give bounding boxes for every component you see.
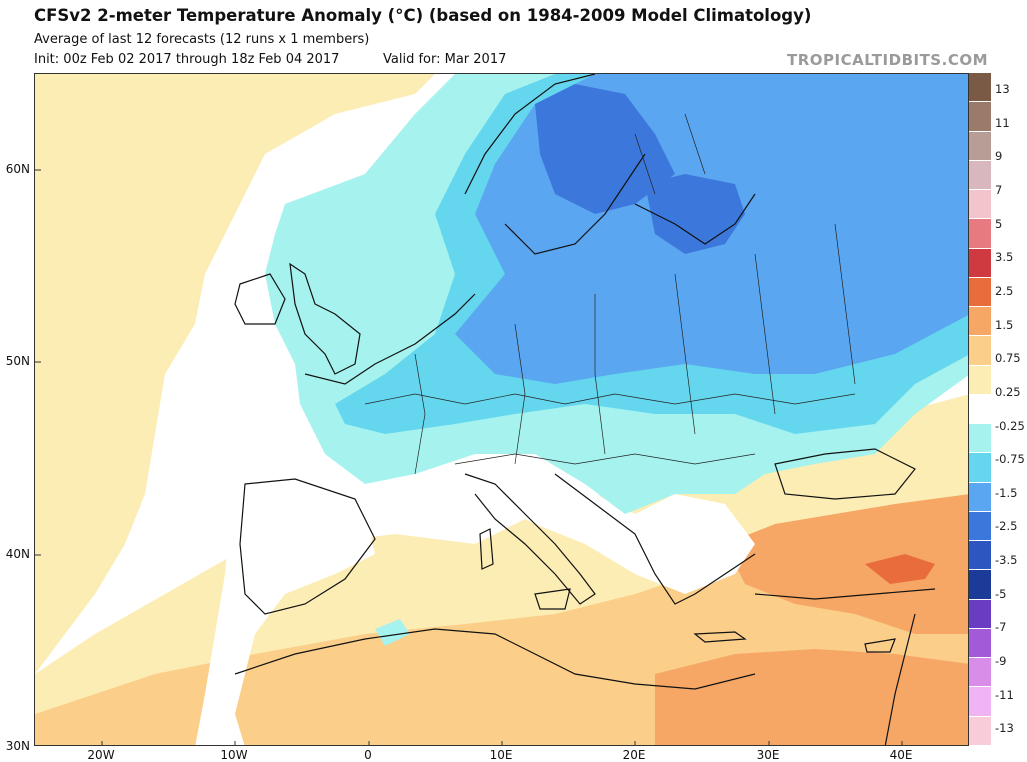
- colorbar-swatch: [969, 570, 991, 600]
- colorbar-swatch: [969, 190, 991, 220]
- coast-ireland: [234, 273, 286, 325]
- map-title: CFSv2 2-meter Temperature Anomaly (°C) (…: [34, 6, 812, 25]
- lon-label-40e: 40E: [889, 748, 913, 762]
- colorbar-label: -0.25: [995, 418, 1025, 433]
- coast-turkey-south: [754, 588, 936, 600]
- warm-zone-turkey: [725, 494, 968, 634]
- colorbar-swatch: [969, 482, 991, 512]
- colorbar: [969, 73, 991, 746]
- colorbar-label: 5: [995, 216, 1003, 231]
- warm-zone-hotspot: [865, 554, 935, 584]
- colorbar-label: 0.25: [995, 384, 1021, 399]
- colorbar-label: 13: [995, 82, 1010, 96]
- lat-label-60n: 60N: [5, 162, 30, 176]
- coast-crete: [693, 631, 747, 643]
- coast-north-africa: [234, 628, 756, 690]
- colorbar-swatch: [969, 365, 991, 395]
- coast-iberia: [239, 478, 376, 615]
- brand-watermark: TROPICALTIDBITS.COM: [787, 51, 988, 69]
- colorbar-label: -3.5: [995, 553, 1018, 568]
- anomaly-map: [34, 73, 969, 746]
- colorbar-swatch: [969, 541, 991, 571]
- coast-scandinavia: [464, 74, 646, 255]
- lon-label-30e: 30E: [756, 748, 780, 762]
- neutral-zone-italy: [435, 444, 755, 594]
- colorbar-swatch: [969, 336, 991, 366]
- lat-label-50n: 50N: [5, 354, 30, 368]
- lat-label-40n: 40N: [5, 547, 30, 561]
- lat-label-30n: 30N: [5, 739, 30, 753]
- warm-zone-top-right: [205, 74, 335, 109]
- coast-france-netherlands: [304, 293, 476, 385]
- colorbar-label: 11: [995, 115, 1010, 130]
- colorbar-swatch: [969, 716, 991, 746]
- colorbar-swatch: [969, 219, 991, 249]
- colorbar-label: 7: [995, 182, 1003, 197]
- coast-balkans: [554, 473, 756, 605]
- cool-zone-algeria: [375, 619, 410, 646]
- country-borders: [364, 113, 856, 475]
- colorbar-label: -9: [995, 654, 1007, 669]
- colorbar-label: 3.5: [995, 250, 1014, 265]
- colorbar-label: -0.75: [995, 452, 1025, 467]
- colorbar-swatch: [969, 628, 991, 659]
- cool-zone-deep-scandinavia: [535, 84, 675, 214]
- coast-cyprus: [864, 638, 896, 653]
- colorbar-label: -5: [995, 586, 1007, 601]
- colorbar-label: -13: [995, 721, 1014, 736]
- colorbar-swatch: [969, 73, 991, 103]
- map-subtitle: Average of last 12 forecasts (12 runs x …: [34, 32, 370, 47]
- coast-britain: [289, 262, 361, 375]
- colorbar-label: -7: [995, 620, 1007, 635]
- lon-label-20e: 20E: [622, 748, 646, 762]
- colorbar-label: 0.75: [995, 351, 1021, 366]
- colorbar-swatch: [969, 424, 991, 454]
- colorbar-swatch: [969, 307, 991, 337]
- colorbar-swatch: [969, 248, 991, 278]
- colorbar-swatch: [969, 131, 991, 161]
- coast-baltic-east: [634, 193, 756, 245]
- coast-sardinia: [479, 528, 494, 570]
- colorbar-label: 9: [995, 149, 1003, 164]
- coast-sicily: [534, 588, 571, 610]
- colorbar-swatch: [969, 102, 991, 132]
- coast-black-sea: [774, 448, 916, 500]
- graticule-ticks: [35, 169, 903, 745]
- colorbar-swatch: [969, 277, 991, 308]
- colorbar-label: 1.5: [995, 317, 1014, 332]
- map-canvas: [35, 74, 968, 745]
- lon-label-10w: 10W: [220, 748, 248, 762]
- coast-levant: [884, 613, 916, 745]
- colorbar-label: -2.5: [995, 519, 1018, 534]
- init-time: Init: 00z Feb 02 2017 through 18z Feb 04…: [34, 52, 340, 67]
- lon-label-0: 0: [364, 748, 372, 762]
- colorbar-label: 2.5: [995, 283, 1014, 298]
- colorbar-label: -11: [995, 687, 1014, 702]
- colorbar-label: -1.5: [995, 485, 1018, 500]
- valid-time: Valid for: Mar 2017: [383, 52, 507, 67]
- colorbar-swatch: [969, 394, 991, 425]
- warm-zone-atlantic-north: [35, 74, 435, 674]
- colorbar-swatch: [969, 599, 991, 629]
- colorbar-swatch: [969, 658, 991, 688]
- coast-italy: [464, 473, 596, 605]
- lon-label-20w: 20W: [87, 748, 115, 762]
- colorbar-swatch: [969, 453, 991, 483]
- colorbar-swatch: [969, 160, 991, 191]
- coastlines: [234, 74, 936, 745]
- warm-zone-east-hot: [655, 649, 968, 745]
- colorbar-swatch: [969, 687, 991, 717]
- lon-label-10e: 10E: [489, 748, 513, 762]
- colorbar-swatch: [969, 511, 991, 542]
